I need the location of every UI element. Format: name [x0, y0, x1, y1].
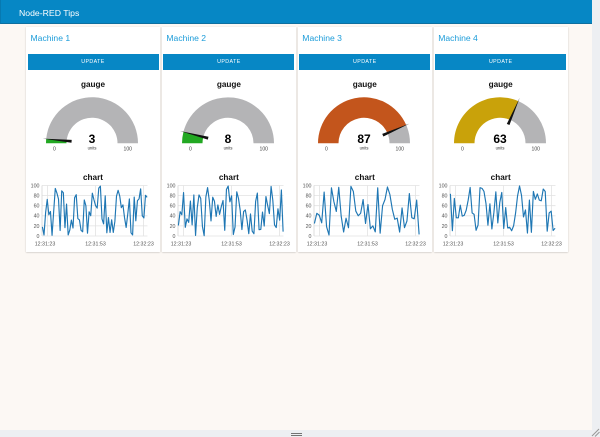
svg-text:0: 0: [37, 233, 40, 239]
svg-text:80: 80: [441, 193, 447, 199]
svg-text:12:31:23: 12:31:23: [171, 241, 192, 247]
svg-text:12:31:23: 12:31:23: [442, 241, 463, 247]
svg-text:100: 100: [259, 146, 268, 152]
svg-text:100: 100: [167, 183, 176, 189]
svg-text:12:31:23: 12:31:23: [35, 241, 56, 247]
svg-text:0: 0: [461, 146, 464, 152]
svg-text:40: 40: [441, 213, 447, 219]
svg-text:20: 20: [441, 223, 447, 229]
svg-text:units: units: [223, 145, 232, 150]
svg-text:units: units: [88, 145, 97, 150]
svg-text:63: 63: [493, 131, 507, 145]
svg-text:12:31:23: 12:31:23: [306, 241, 327, 247]
svg-text:60: 60: [305, 203, 311, 209]
svg-text:0: 0: [325, 146, 328, 152]
svg-text:100: 100: [124, 146, 133, 152]
svg-text:20: 20: [169, 223, 175, 229]
svg-text:units: units: [495, 145, 504, 150]
svg-text:60: 60: [34, 203, 40, 209]
svg-text:100: 100: [531, 146, 540, 152]
svg-text:units: units: [359, 145, 368, 150]
svg-text:12:32:23: 12:32:23: [269, 241, 290, 247]
svg-text:100: 100: [302, 183, 311, 189]
svg-text:60: 60: [169, 203, 175, 209]
svg-text:100: 100: [395, 146, 404, 152]
svg-text:0: 0: [53, 146, 56, 152]
svg-text:12:32:23: 12:32:23: [133, 241, 154, 247]
svg-text:0: 0: [172, 233, 175, 239]
svg-text:12:31:53: 12:31:53: [221, 241, 242, 247]
svg-text:80: 80: [34, 193, 40, 199]
svg-text:20: 20: [305, 223, 311, 229]
svg-text:87: 87: [357, 131, 371, 145]
svg-text:12:31:53: 12:31:53: [85, 241, 106, 247]
svg-text:40: 40: [169, 213, 175, 219]
svg-text:80: 80: [305, 193, 311, 199]
svg-text:12:32:23: 12:32:23: [405, 241, 426, 247]
svg-text:0: 0: [444, 233, 447, 239]
svg-text:12:32:23: 12:32:23: [541, 241, 562, 247]
svg-text:0: 0: [189, 146, 192, 152]
svg-text:8: 8: [225, 131, 232, 145]
svg-text:40: 40: [34, 213, 40, 219]
svg-text:12:31:53: 12:31:53: [357, 241, 378, 247]
svg-text:3: 3: [89, 131, 96, 145]
svg-text:100: 100: [31, 183, 40, 189]
svg-text:80: 80: [169, 193, 175, 199]
svg-text:20: 20: [34, 223, 40, 229]
svg-text:0: 0: [308, 233, 311, 239]
svg-text:100: 100: [438, 183, 447, 189]
svg-text:60: 60: [441, 203, 447, 209]
svg-text:40: 40: [305, 213, 311, 219]
svg-text:12:31:53: 12:31:53: [493, 241, 514, 247]
